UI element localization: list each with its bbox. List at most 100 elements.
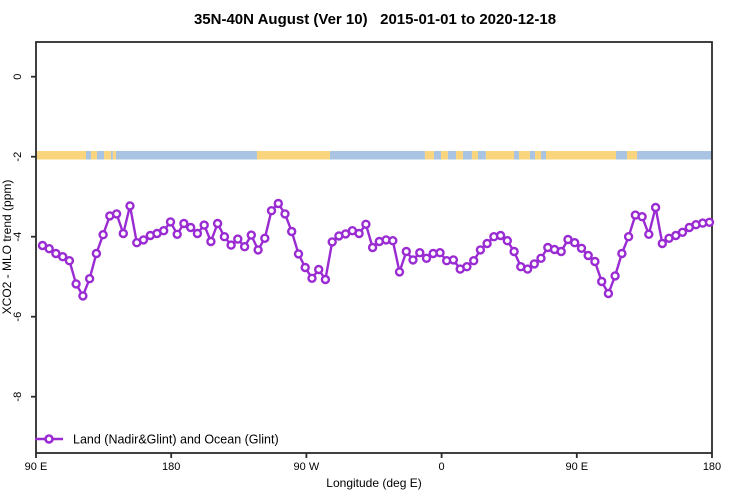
data-point-marker	[118, 228, 129, 239]
band-land-segment	[546, 151, 617, 160]
data-point-marker	[354, 228, 364, 239]
data-point-marker	[435, 247, 445, 258]
y-tick-label: -8	[12, 392, 24, 402]
band-land-segment	[424, 151, 434, 160]
data-point-marker	[556, 246, 566, 257]
data-point-marker	[320, 274, 331, 285]
data-point-marker	[91, 248, 102, 259]
data-point-marker	[125, 201, 135, 211]
band-ocean-segment	[115, 151, 257, 160]
band-land-segment	[626, 151, 638, 160]
band-land-segment	[36, 151, 87, 160]
x-tick-label: 90 E	[25, 461, 48, 473]
data-point-marker	[415, 247, 425, 258]
data-point-marker	[287, 226, 297, 237]
band-land-segment	[104, 151, 111, 160]
data-point-marker	[597, 276, 607, 287]
band-land-segment	[90, 151, 97, 160]
data-point-marker	[570, 237, 580, 248]
data-point-marker	[644, 229, 654, 240]
y-tick-label: -2	[12, 152, 24, 162]
band-ocean-segment	[96, 151, 105, 160]
data-point-marker	[280, 209, 290, 219]
data-point-marker	[522, 264, 533, 274]
band-land-segment	[112, 151, 116, 160]
data-point-marker	[226, 240, 236, 250]
data-point-marker	[361, 219, 371, 230]
data-point-marker	[138, 235, 149, 245]
data-point-marker	[64, 256, 75, 266]
data-point-marker	[650, 202, 661, 213]
band-ocean-segment	[529, 151, 536, 160]
band-land-segment	[440, 151, 448, 160]
data-point-marker	[367, 242, 378, 253]
band-ocean-segment	[637, 151, 712, 160]
data-point-marker	[307, 273, 317, 283]
data-point-marker	[172, 229, 182, 240]
data-point-marker	[206, 236, 216, 247]
data-point-marker	[300, 262, 310, 273]
band-ocean-segment	[433, 151, 441, 160]
band-land-segment	[485, 151, 515, 160]
band-ocean-segment	[616, 151, 627, 160]
data-point-marker	[192, 228, 203, 239]
data-point-marker	[327, 237, 337, 247]
data-point-marker	[421, 253, 432, 263]
data-point-marker	[293, 249, 304, 259]
x-axis-title: Longitude (deg E)	[326, 476, 421, 490]
y-tick-label: 0	[12, 74, 24, 80]
band-land-segment	[471, 151, 478, 160]
band-ocean-segment	[110, 151, 113, 160]
band-land-segment	[456, 151, 463, 160]
data-point-marker	[462, 262, 472, 272]
data-point-marker	[179, 218, 189, 229]
band-ocean-segment	[514, 151, 519, 160]
data-point-marker	[273, 198, 283, 209]
y-tick-label: -6	[12, 312, 24, 322]
band-land-segment	[518, 151, 530, 160]
data-point-marker	[314, 264, 324, 275]
band-ocean-segment	[447, 151, 457, 160]
data-point-marker	[482, 238, 492, 249]
data-point-marker	[475, 245, 486, 255]
data-point-marker	[583, 250, 593, 261]
generated-chart-layers: 90 E 180 90 W 0 90 E 180 0 -2 -4 -6 -8	[12, 41, 721, 473]
band-land-segment	[535, 151, 542, 160]
band-ocean-segment	[477, 151, 486, 160]
chart-title: 35N-40N August (Ver 10) 2015-01-01 to 20…	[193, 11, 557, 28]
data-point-marker	[84, 274, 95, 284]
data-point-marker	[529, 259, 539, 269]
band-ocean-segment	[329, 151, 425, 160]
legend: Land (Nadir&Glint) and Ocean (Glint)	[35, 433, 279, 447]
data-point-marker	[246, 230, 257, 240]
data-point-marker	[603, 288, 614, 299]
data-point-marker	[704, 217, 715, 228]
x-tick-label: 90 W	[294, 461, 320, 473]
data-point-marker	[610, 271, 620, 281]
band-ocean-segment	[462, 151, 472, 160]
x-tick-label: 90 E	[565, 461, 588, 473]
band-land-segment	[256, 151, 330, 160]
data-point-marker	[388, 235, 398, 246]
data-point-marker	[253, 245, 263, 255]
data-point-marker	[394, 267, 405, 277]
y-axis-title: XCO2 - MLO trend (ppm)	[0, 180, 14, 315]
data-point-marker	[78, 291, 88, 301]
data-point-marker	[401, 246, 411, 257]
x-tick-label: 180	[162, 461, 180, 473]
data-point-marker	[266, 205, 277, 216]
legend-label: Land (Nadir&Glint) and Ocean (Glint)	[73, 433, 279, 447]
plot-border	[35, 41, 713, 454]
data-point-marker	[509, 246, 519, 257]
data-point-marker	[199, 220, 209, 230]
data-point-marker	[495, 230, 506, 241]
data-point-marker	[58, 252, 68, 262]
data-point-marker	[408, 255, 418, 265]
data-point-marker	[590, 256, 600, 267]
data-point-marker	[502, 235, 512, 246]
data-point-marker	[536, 253, 546, 263]
x-tick-label: 0	[439, 461, 445, 473]
data-point-marker	[617, 248, 627, 259]
data-point-marker	[657, 238, 667, 249]
